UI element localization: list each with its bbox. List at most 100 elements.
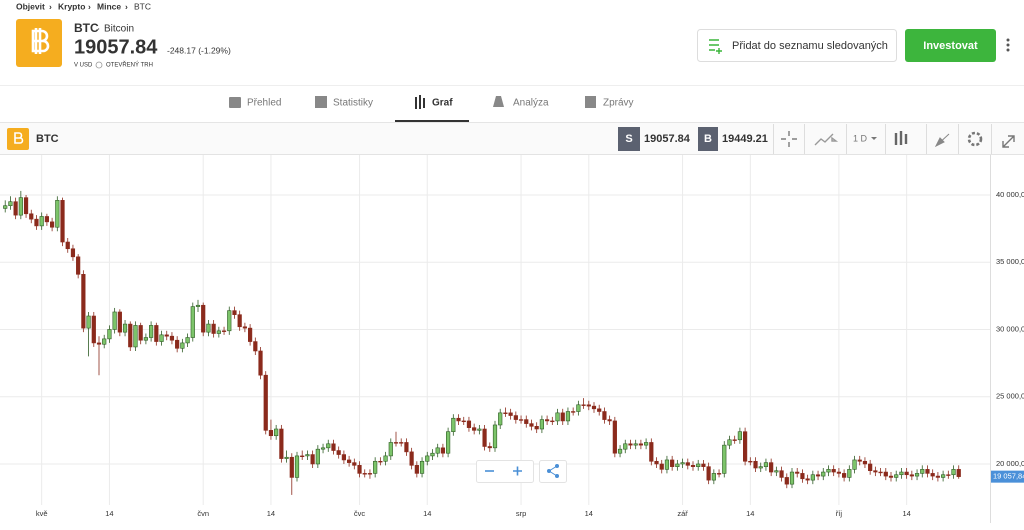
candle-body (117, 311, 122, 333)
x-tick-label: čvc (354, 509, 366, 518)
candles-button[interactable] (894, 131, 908, 145)
draw-button[interactable] (934, 133, 950, 148)
candle-body (60, 200, 65, 243)
candle-body (383, 455, 388, 462)
candle-body (675, 463, 680, 467)
candle-body (706, 466, 711, 481)
tab[interactable]: Graf (432, 98, 453, 109)
settings-button[interactable] (967, 131, 983, 147)
candle-body (581, 404, 586, 406)
candle-body (50, 221, 55, 228)
candle-body (617, 448, 623, 454)
candle-body (65, 241, 70, 250)
candle-body (274, 428, 279, 437)
tab-icon (315, 96, 327, 108)
candle-body (748, 460, 753, 463)
candle-body (23, 197, 29, 215)
current-price-box (991, 470, 1024, 483)
candle-body (508, 412, 513, 416)
candle-body (711, 473, 716, 481)
candle-body (826, 469, 831, 473)
candle-body (868, 463, 873, 471)
breadcrumb: Objevit › Krypto › Mince › BTC (16, 1, 151, 11)
candle-body (112, 311, 117, 330)
candle-body (612, 420, 617, 454)
candle-body (446, 431, 451, 454)
more-menu[interactable] (1006, 38, 1010, 52)
toolbar-separators (773, 124, 992, 154)
candle-body (91, 315, 96, 344)
candle-body (873, 470, 878, 473)
y-tick-label: 25 000,00 (996, 392, 1024, 401)
current-price-label: 19 057,84 (993, 472, 1024, 481)
candle-body (503, 412, 508, 414)
candle-body (899, 471, 904, 476)
candle-body (753, 460, 758, 469)
tab[interactable]: Zprávy (603, 98, 634, 109)
buy-box[interactable] (698, 127, 718, 151)
chart-style-button[interactable] (814, 133, 839, 146)
candle-body (300, 455, 305, 458)
candle-body (737, 431, 742, 441)
tab-icon (229, 97, 241, 108)
candle-body (904, 471, 909, 476)
candle-body (102, 338, 107, 345)
candle-body (378, 460, 383, 463)
share-button[interactable] (539, 460, 567, 483)
candle-body (513, 415, 518, 420)
sell-box[interactable] (618, 127, 640, 151)
market-status: OTEVŘENÝ TRH (106, 61, 153, 69)
fullscreen-button[interactable] (1002, 135, 1015, 148)
candle-body (367, 473, 373, 475)
candle-body (670, 459, 675, 467)
candle-body (805, 478, 810, 481)
crumb-sep: › (88, 1, 91, 11)
x-tick-label: 14 (585, 509, 593, 518)
candle-body (456, 417, 461, 422)
candle-body (435, 447, 440, 454)
candle-body (810, 474, 815, 481)
candle-body (935, 475, 940, 478)
candle-body (831, 469, 836, 473)
crumb[interactable]: Krypto (58, 1, 85, 11)
candle-body (524, 419, 529, 424)
candle-body (852, 459, 857, 470)
candle-body (607, 419, 612, 422)
crosshair-button[interactable] (781, 131, 797, 147)
candle-body (685, 462, 690, 466)
candle-body (154, 325, 159, 342)
candle-body (242, 326, 247, 329)
candle-body (492, 424, 498, 449)
toolbar-symbol: BTC (36, 133, 59, 145)
candle-body (576, 404, 581, 412)
candle-body (195, 304, 201, 307)
candle-body (784, 477, 789, 485)
tab[interactable]: Statistiky (333, 98, 373, 109)
tab[interactable]: Analýza (513, 98, 549, 109)
asset-name: Bitcoin (104, 24, 134, 35)
candle-body (461, 420, 466, 423)
watchlist-button[interactable] (697, 29, 897, 62)
crumb[interactable]: Objevit (16, 1, 45, 11)
candle-body (34, 218, 39, 227)
watchlist-label: Přidat do seznamu sledovaných (732, 40, 888, 52)
invest-button[interactable] (905, 29, 996, 62)
candle-body (393, 442, 399, 444)
candle-body (774, 470, 779, 473)
tab[interactable]: Přehled (247, 98, 281, 109)
x-tick-label: 14 (105, 509, 113, 518)
candle-body (498, 412, 503, 426)
zoom-controls (476, 460, 534, 483)
tab-icon (493, 96, 504, 107)
x-tick-label: 14 (746, 509, 754, 518)
buy-label: B (704, 133, 712, 145)
candle-body (664, 459, 670, 470)
interval[interactable]: 1 D (853, 133, 868, 143)
crumb[interactable]: Mince (97, 1, 121, 11)
zoom-in[interactable] (513, 466, 522, 476)
candle-body (769, 462, 774, 473)
sell-label: S (625, 133, 632, 145)
candle-body (133, 325, 138, 348)
candle-body (555, 412, 560, 422)
